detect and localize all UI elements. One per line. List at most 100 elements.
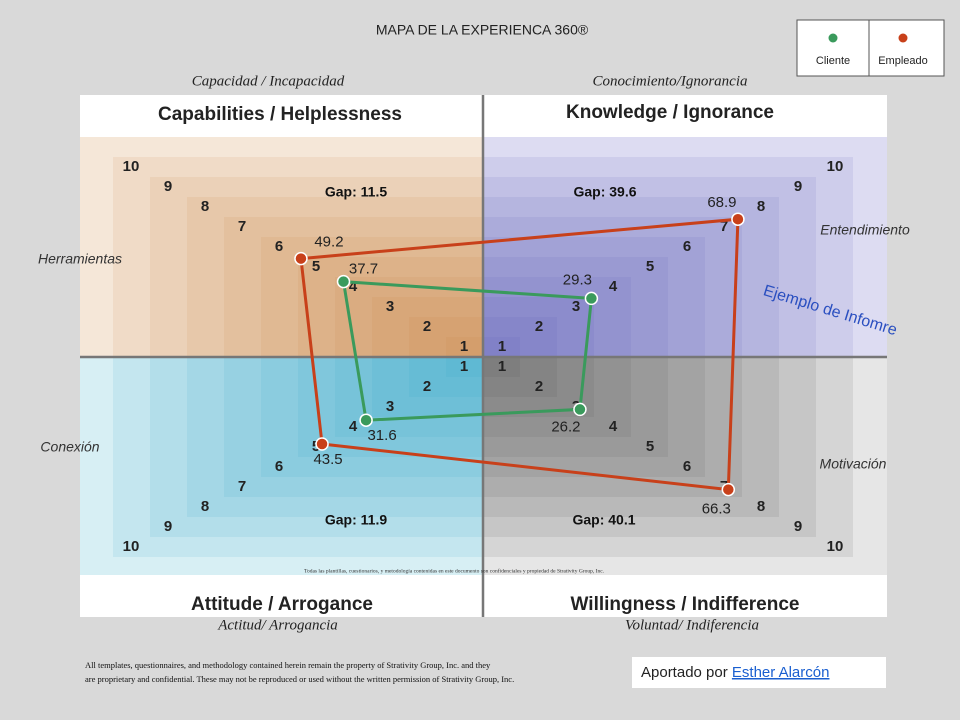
quadrant-heading: Attitude / Arrogance	[191, 594, 373, 615]
level-label: 10	[827, 158, 844, 175]
level-label: 6	[275, 458, 283, 475]
value-label: 26.2	[551, 418, 580, 435]
level-label: 1	[460, 358, 468, 375]
level-ring	[483, 357, 631, 437]
legend-dot	[898, 33, 908, 43]
level-label: 1	[498, 358, 506, 375]
value-label: 68.9	[707, 194, 736, 211]
credit-text: Aportado por	[641, 664, 732, 681]
value-label: 37.7	[349, 261, 378, 278]
value-label: 43.5	[313, 451, 342, 468]
level-ring	[150, 177, 483, 357]
series-point	[584, 291, 599, 306]
level-label: 8	[757, 498, 765, 515]
legend-box	[796, 19, 945, 77]
level-label: 9	[164, 178, 172, 195]
series-point	[336, 274, 351, 289]
level-ring	[446, 357, 483, 377]
level-label: 10	[123, 158, 140, 175]
level-ring	[483, 217, 742, 357]
quadrant-heading: Willingness / Indifference	[571, 594, 800, 615]
level-ring	[483, 357, 742, 497]
level-ring	[483, 157, 853, 357]
level-label: 7	[238, 218, 246, 235]
level-ring	[372, 297, 483, 357]
level-ring	[483, 337, 520, 357]
level-label: 3	[386, 398, 394, 415]
level-label: 8	[201, 498, 209, 515]
level-ring	[298, 257, 483, 357]
legend	[796, 19, 945, 77]
level-ring	[483, 357, 557, 397]
level-label: 5	[646, 438, 654, 455]
level-ring	[187, 197, 483, 357]
footer-line: are proprietary and confidential. These …	[85, 674, 514, 684]
note: Todas las plantillas, cuestionarios, y m…	[304, 567, 605, 574]
level-label: 7	[720, 218, 728, 235]
level-label: 7	[238, 478, 246, 495]
level-label: 9	[794, 518, 802, 535]
level-label: 1	[460, 338, 468, 355]
quadrant-bg	[483, 137, 887, 357]
level-label: 9	[164, 518, 172, 535]
gap-label: Gap: 39.6	[573, 184, 636, 200]
quadrant-name: Voluntad/ Indiferencia	[625, 617, 759, 633]
credit-link[interactable]: Esther Alarcón	[732, 664, 830, 681]
level-label: 4	[349, 278, 358, 295]
level-ring	[483, 357, 816, 537]
level-ring	[483, 357, 705, 477]
level-ring	[483, 177, 816, 357]
level-ring	[483, 317, 557, 357]
level-label: 6	[275, 238, 283, 255]
level-label: 8	[757, 198, 765, 215]
series-point	[731, 212, 745, 226]
value-label: 31.6	[367, 427, 396, 444]
legend-dot	[828, 33, 838, 43]
level-ring	[483, 357, 853, 557]
level-label: 6	[683, 238, 691, 255]
quadrant-bg	[80, 357, 483, 575]
side-label: Conexión	[40, 439, 99, 455]
level-label: 2	[535, 378, 543, 395]
level-label: 2	[423, 378, 431, 395]
level-ring	[409, 317, 483, 357]
level-label: 4	[609, 278, 618, 295]
level-label: 2	[535, 318, 543, 335]
level-ring	[335, 357, 483, 437]
level-label: 2	[423, 318, 431, 335]
footer-line: All templates, questionnaires, and metho…	[85, 660, 491, 670]
gap-label: Gap: 11.5	[325, 184, 387, 200]
quadrant-heading: Knowledge / Ignorance	[566, 102, 774, 123]
level-ring	[483, 257, 668, 357]
legend-label: Empleado	[878, 55, 928, 67]
side-label: Herramientas	[38, 251, 122, 267]
level-label: 4	[349, 418, 358, 435]
series-point	[294, 251, 308, 266]
level-ring	[483, 277, 631, 357]
level-label: 1	[498, 338, 506, 355]
level-label: 8	[201, 198, 209, 215]
credit: Aportado por Esther Alarcón	[641, 664, 829, 681]
level-label: 4	[609, 418, 618, 435]
quadrant-heading: Capabilities / Helplessness	[158, 104, 402, 125]
level-ring	[372, 357, 483, 417]
level-ring	[483, 297, 594, 357]
level-ring	[446, 337, 483, 357]
chart-title: MAPA DE LA EXPERIENCA 360®	[376, 22, 589, 38]
value-label: 29.3	[563, 271, 592, 288]
level-ring	[483, 197, 779, 357]
series-point	[573, 402, 587, 417]
legend-label: Cliente	[816, 55, 850, 67]
quadrant-name: Conocimiento/Ignorancia	[593, 73, 748, 89]
side-label: Entendimiento	[820, 222, 910, 238]
level-label: 5	[646, 258, 654, 275]
value-label: 66.3	[702, 501, 731, 518]
level-label: 3	[386, 298, 394, 315]
level-label: 9	[794, 178, 802, 195]
quadrant-name: Capacidad / Incapacidad	[192, 73, 345, 89]
level-label: 10	[123, 538, 140, 555]
gap-label: Gap: 11.9	[325, 512, 387, 528]
level-ring	[409, 357, 483, 397]
quadrant-name: Actitud/ Arrogancia	[217, 617, 338, 633]
